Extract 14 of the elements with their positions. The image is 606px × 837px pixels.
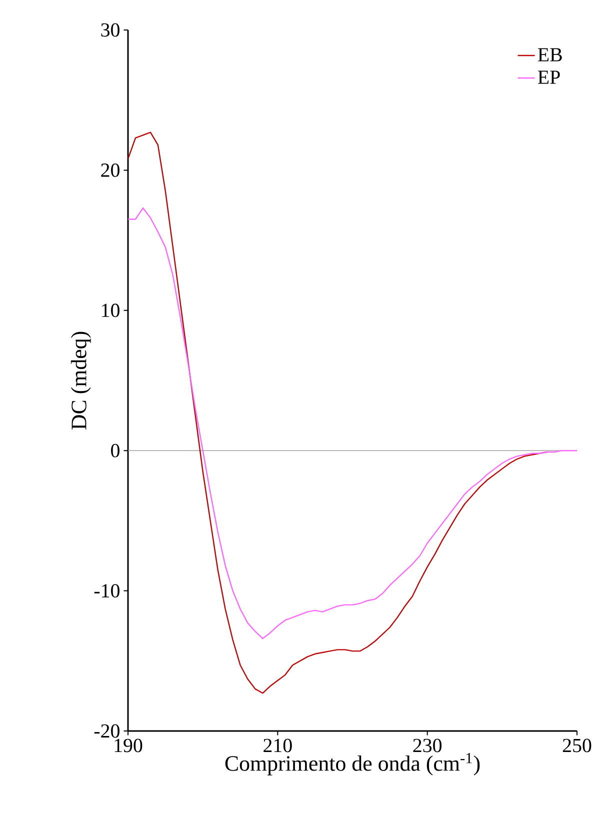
- y-axis-title: DC (mdeq): [70, 332, 91, 430]
- x-tick-label: 210: [264, 738, 292, 752]
- x-tick-label: 230: [413, 738, 442, 752]
- y-tick-label: -20: [94, 724, 120, 738]
- y-tick-label: 0: [111, 444, 120, 458]
- y-tick-label: 10: [102, 304, 120, 318]
- legend-label: EB: [538, 48, 562, 62]
- y-tick-label: 20: [101, 163, 120, 177]
- x-tick-label: 250: [562, 738, 592, 752]
- y-tick-label: 30: [101, 23, 120, 37]
- x-tick-label: 190: [114, 738, 142, 752]
- y-tick-label: -10: [94, 584, 120, 598]
- legend-label: EP: [538, 70, 560, 84]
- x-axis-title: Comprimento de onda (cm$^{-1}$): [225, 753, 480, 776]
